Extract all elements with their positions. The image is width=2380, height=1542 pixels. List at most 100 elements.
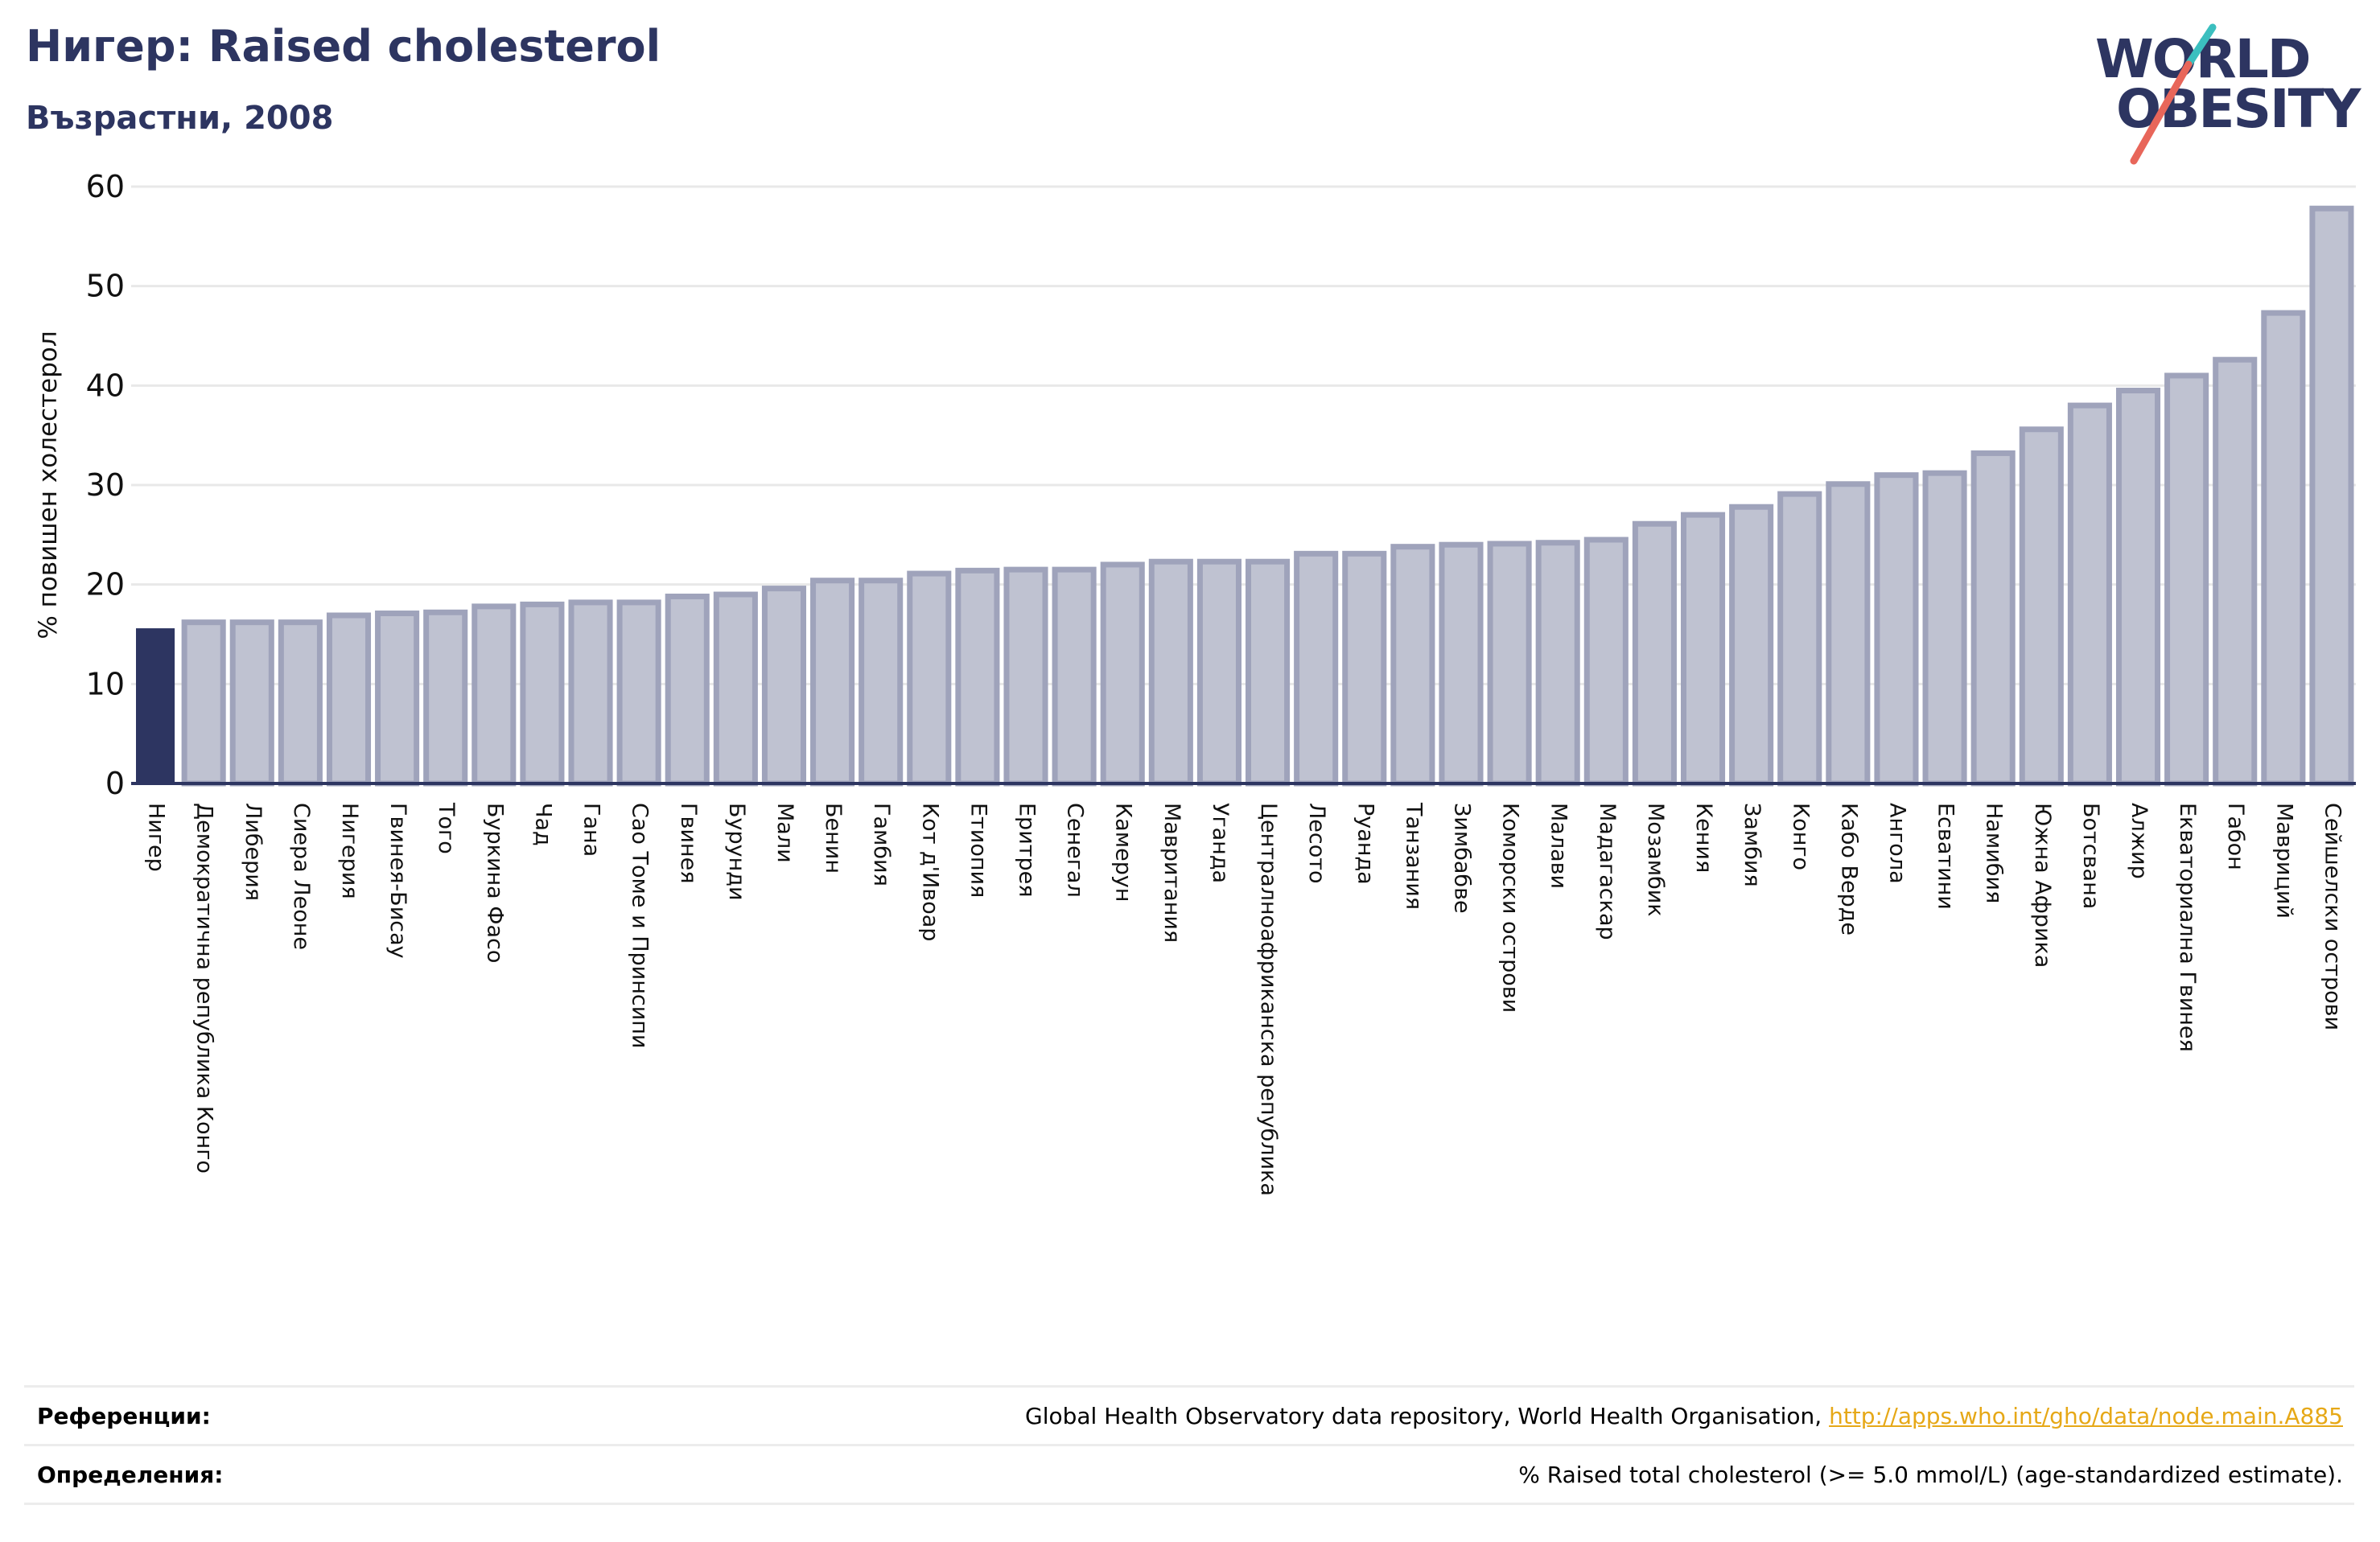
x-tick-label: Мозамбик	[1643, 803, 1668, 917]
bar	[2164, 372, 2209, 787]
bar	[1342, 550, 1387, 787]
bar	[955, 567, 1000, 787]
x-tick-label: Сиера Леоне	[289, 803, 314, 950]
x-tick-label: Етиопия	[966, 803, 990, 898]
bar	[423, 609, 468, 787]
bar	[326, 612, 372, 787]
logo-line2: OBESITY	[2116, 78, 2362, 140]
bar	[616, 599, 661, 787]
x-tick-label: Габон	[2223, 803, 2248, 870]
x-tick-label: Нигер	[144, 803, 169, 872]
bar	[810, 578, 855, 787]
x-tick-label: Кабо Верде	[1836, 803, 1861, 935]
bar	[2115, 388, 2161, 787]
x-tick-label: Гана	[579, 803, 604, 857]
bar	[1052, 566, 1097, 787]
x-tick-label: Екваториална Гвинея	[2175, 803, 2200, 1052]
bar	[713, 591, 758, 787]
y-axis-label: % повишен холестерол	[34, 331, 63, 639]
bar	[1294, 550, 1339, 787]
x-tick-label: Мавритания	[1159, 803, 1184, 943]
y-tick-label: 40	[86, 368, 125, 403]
x-tick-label: Замбия	[1740, 803, 1764, 887]
bar-chart: 0 10 20 30 40 50 60 % повишен холестерол Нигер Де…	[34, 169, 2356, 1196]
bar	[761, 586, 807, 787]
bar	[1003, 566, 1048, 787]
definitions-label: Определения:	[37, 1461, 224, 1488]
x-tick-label: Мали	[772, 803, 797, 863]
y-tick-label: 20	[86, 567, 125, 602]
bar	[520, 601, 565, 787]
references-row: Референции: Global Health Observatory da…	[24, 1385, 2354, 1444]
x-tick-label: Конго	[1788, 803, 1813, 870]
x-tick-label: Сенегал	[1063, 803, 1088, 898]
bar	[1100, 561, 1145, 787]
bar	[859, 578, 904, 787]
x-tick-label: Гамбия	[869, 803, 894, 886]
x-tick-label: Гвинея-Бисау	[385, 803, 410, 959]
x-tick-label: Руанда	[1353, 803, 1377, 885]
x-tick-label: Танзания	[1401, 802, 1426, 910]
x-tick-label: Сейшелски острови	[2320, 803, 2345, 1030]
x-tick-label: Бенин	[821, 803, 846, 874]
bar	[1874, 472, 1919, 787]
x-tick-label: Южна Африка	[2030, 803, 2055, 968]
y-tick-label: 30	[86, 467, 125, 503]
bar	[1680, 512, 1726, 787]
x-tick-label: Лесото	[1304, 803, 1329, 884]
bar	[1729, 504, 1774, 787]
bar	[1439, 541, 1484, 787]
references-label: Референции:	[37, 1402, 211, 1429]
x-tick-label: Буркина Фасо	[482, 803, 507, 963]
references-table: Референции: Global Health Observatory da…	[24, 1385, 2354, 1505]
bar	[1196, 558, 1241, 787]
bar	[278, 619, 323, 787]
bar	[1487, 541, 1532, 787]
x-tick-label: Ботсвана	[2078, 803, 2103, 909]
bar	[2213, 356, 2258, 787]
bar	[1246, 558, 1291, 787]
x-tick-label: Гвинея	[676, 803, 701, 883]
world-obesity-logo: WORLD OBESITY	[2095, 23, 2364, 165]
chart-title: Нигер: Raised cholesterol	[26, 21, 661, 72]
bar	[2309, 205, 2354, 787]
logo-slash-teal	[2184, 23, 2217, 68]
bar	[665, 594, 710, 787]
bar	[1535, 540, 1580, 787]
bar	[1148, 558, 1193, 787]
bar	[907, 570, 952, 787]
chart-subtitle: Възрастни, 2008	[26, 100, 334, 137]
definitions-value: % Raised total cholesterol (>= 5.0 mmol/…	[1518, 1461, 2343, 1488]
bar	[1632, 520, 1677, 787]
x-tick-label: Намибия	[1982, 803, 2007, 903]
x-tick-label: Сао Томе и Принсипи	[628, 803, 653, 1048]
bar	[1970, 450, 2016, 787]
x-tick-label: Централноафриканска република	[1256, 803, 1281, 1196]
x-tick-label: Коморски острови	[1498, 803, 1523, 1013]
y-tick-label: 60	[86, 169, 125, 204]
x-tick-label: Кот д'Ивоар	[917, 803, 942, 941]
references-value: Global Health Observatory data repositor…	[1025, 1403, 2354, 1429]
who-data-link[interactable]: http://apps.who.int/gho/data/node.main.A…	[1829, 1402, 2343, 1429]
x-tick-label: Алжир	[2127, 803, 2151, 879]
bar	[1777, 491, 1822, 787]
x-tick-label: Уганда	[1208, 803, 1233, 883]
x-tick-label: Либерия	[241, 803, 266, 901]
y-tick-label: 50	[86, 269, 125, 304]
bar	[375, 611, 420, 787]
bar	[229, 619, 274, 787]
x-tick-label: Чад	[530, 803, 555, 846]
y-tick-label: 0	[105, 766, 125, 801]
y-tick-label: 10	[86, 666, 125, 701]
definitions-row: Определения: % Raised total cholesterol …	[24, 1444, 2354, 1505]
x-tick-label: Демократична република Конго	[192, 803, 217, 1174]
bar	[1922, 470, 1967, 787]
x-tick-label: Бурунди	[724, 803, 749, 901]
bar	[2019, 426, 2064, 787]
x-tick-label: Еритрея	[1015, 803, 1040, 897]
bar	[2261, 310, 2306, 787]
bar	[568, 599, 613, 787]
logo-slash-coral	[2130, 60, 2193, 165]
bar	[1826, 481, 1871, 787]
x-tick-label: Зимбабве	[1449, 803, 1474, 914]
